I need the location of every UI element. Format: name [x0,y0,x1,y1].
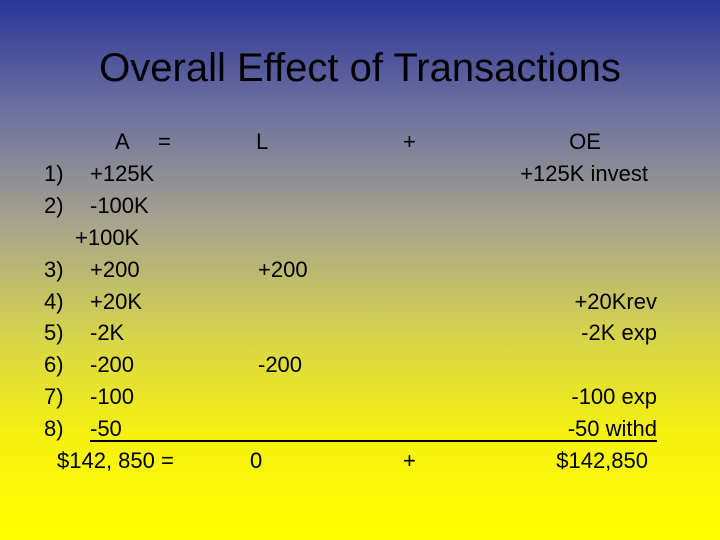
asset-cell: +125K [90,160,155,186]
row-number: 4) [44,288,64,314]
equity-cell: -50 withd [567,416,657,442]
equity-cell: -2K exp [581,320,657,346]
asset-cell: -2K [90,320,125,346]
asset-cell: -100 [90,384,135,410]
asset-cell: +100K [75,224,140,250]
row-number: 1) [44,160,64,186]
liability-cell: -200 [258,352,303,378]
equity-cell: +20Krev [574,288,657,314]
asset-cell: -200 [90,352,135,378]
row-number: 3) [44,256,64,282]
total-rule [90,440,657,442]
slide-title: Overall Effect of Transactions [99,46,621,90]
total-asset: $142, 850 = [57,448,174,473]
column-header: = [158,129,171,154]
equity-cell: +125K invest [520,160,648,186]
column-header: L [256,129,269,154]
equity-cell: -100 exp [571,384,657,410]
row-number: 6) [44,352,64,378]
asset-cell: -50 [90,416,122,442]
row-number: 7) [44,384,64,410]
column-header: A [115,129,130,154]
total-liability: 0 [250,448,263,473]
column-header: OE [569,129,601,154]
asset-cell: +20K [90,288,142,314]
row-number: 5) [44,320,64,346]
row-number: 8) [44,416,64,442]
column-header: + [403,129,416,154]
liability-cell: +200 [258,256,308,282]
asset-cell: -100K [90,192,149,218]
total-equity: $142,850 [556,448,648,473]
total-plus: + [403,448,416,473]
row-number: 2) [44,192,64,218]
asset-cell: +200 [90,256,140,282]
